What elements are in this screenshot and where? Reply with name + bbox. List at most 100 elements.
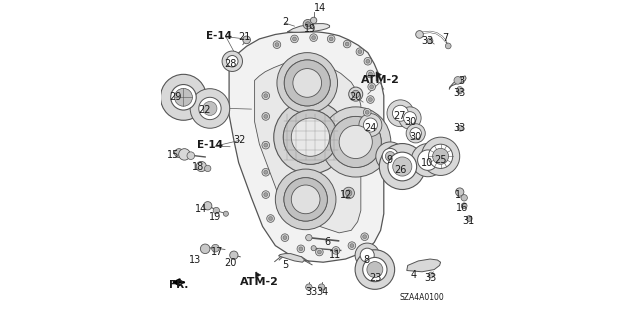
Text: 15: 15 <box>167 150 179 160</box>
Text: 34: 34 <box>316 287 329 297</box>
Text: 25: 25 <box>435 155 447 165</box>
Circle shape <box>461 195 467 201</box>
Circle shape <box>334 249 338 252</box>
Circle shape <box>292 37 296 41</box>
Text: FR.: FR. <box>170 279 189 290</box>
Text: 26: 26 <box>394 165 406 175</box>
Circle shape <box>190 89 230 128</box>
Circle shape <box>360 248 374 262</box>
Circle shape <box>363 235 367 239</box>
Circle shape <box>284 178 327 221</box>
Circle shape <box>284 178 327 221</box>
Circle shape <box>343 187 355 199</box>
Circle shape <box>349 87 363 101</box>
Circle shape <box>348 242 356 249</box>
Circle shape <box>284 110 337 164</box>
Text: 32: 32 <box>234 135 246 145</box>
Circle shape <box>291 35 298 43</box>
Circle shape <box>284 60 330 106</box>
Circle shape <box>267 215 275 222</box>
Text: 19: 19 <box>303 24 316 34</box>
Circle shape <box>406 124 425 143</box>
Circle shape <box>303 19 313 29</box>
Circle shape <box>427 38 433 44</box>
Text: 13: 13 <box>189 255 201 265</box>
Circle shape <box>369 72 372 76</box>
Text: 33: 33 <box>422 36 434 47</box>
Circle shape <box>416 31 423 38</box>
Circle shape <box>339 125 372 159</box>
Circle shape <box>329 37 333 41</box>
Circle shape <box>175 88 193 106</box>
Circle shape <box>306 284 312 290</box>
Circle shape <box>305 22 310 27</box>
Circle shape <box>262 141 269 149</box>
Circle shape <box>346 190 352 196</box>
Circle shape <box>428 144 452 168</box>
Circle shape <box>410 128 422 139</box>
Circle shape <box>311 246 316 251</box>
Circle shape <box>264 94 268 98</box>
Circle shape <box>321 107 391 177</box>
Circle shape <box>277 53 337 113</box>
Circle shape <box>392 105 408 121</box>
Circle shape <box>352 90 360 98</box>
Circle shape <box>264 115 268 118</box>
Circle shape <box>404 112 417 124</box>
Text: 6: 6 <box>324 237 330 247</box>
Text: 21: 21 <box>238 32 251 42</box>
Circle shape <box>370 85 374 89</box>
Circle shape <box>312 36 316 40</box>
Circle shape <box>297 245 305 253</box>
Circle shape <box>350 244 354 248</box>
Circle shape <box>376 142 404 171</box>
Circle shape <box>283 236 287 240</box>
Text: 1: 1 <box>455 190 461 200</box>
Circle shape <box>262 113 269 120</box>
Circle shape <box>355 250 395 289</box>
Circle shape <box>457 88 463 94</box>
Text: 20: 20 <box>224 258 236 268</box>
Text: 16: 16 <box>456 203 468 213</box>
Circle shape <box>319 284 324 290</box>
Polygon shape <box>255 62 361 233</box>
Text: ATM-2: ATM-2 <box>360 75 399 85</box>
Circle shape <box>264 193 268 197</box>
Circle shape <box>387 100 414 127</box>
Text: 9: 9 <box>387 155 392 165</box>
Circle shape <box>284 110 337 164</box>
Text: 31: 31 <box>462 216 474 226</box>
Circle shape <box>262 92 269 100</box>
Circle shape <box>306 234 312 241</box>
Text: 24: 24 <box>364 123 376 133</box>
Circle shape <box>262 168 269 176</box>
Text: 7: 7 <box>442 33 448 43</box>
Circle shape <box>456 188 464 196</box>
Circle shape <box>454 77 461 84</box>
Circle shape <box>364 118 378 132</box>
Circle shape <box>412 144 444 177</box>
Circle shape <box>200 244 210 254</box>
Text: 8: 8 <box>363 255 369 265</box>
Circle shape <box>227 56 238 67</box>
Text: 28: 28 <box>225 59 237 69</box>
Circle shape <box>316 248 323 256</box>
Polygon shape <box>449 76 466 89</box>
Circle shape <box>327 35 335 43</box>
Circle shape <box>388 152 417 181</box>
Circle shape <box>385 152 395 161</box>
Polygon shape <box>255 272 261 278</box>
Text: 30: 30 <box>404 117 416 127</box>
Circle shape <box>161 74 207 120</box>
Text: 5: 5 <box>282 260 288 271</box>
Circle shape <box>393 157 412 176</box>
Circle shape <box>367 96 374 103</box>
Circle shape <box>230 251 238 259</box>
Circle shape <box>457 86 463 92</box>
Circle shape <box>196 161 207 172</box>
Text: 18: 18 <box>192 162 204 173</box>
Circle shape <box>428 272 434 278</box>
Circle shape <box>310 17 317 24</box>
Polygon shape <box>407 259 440 272</box>
Circle shape <box>275 43 279 47</box>
